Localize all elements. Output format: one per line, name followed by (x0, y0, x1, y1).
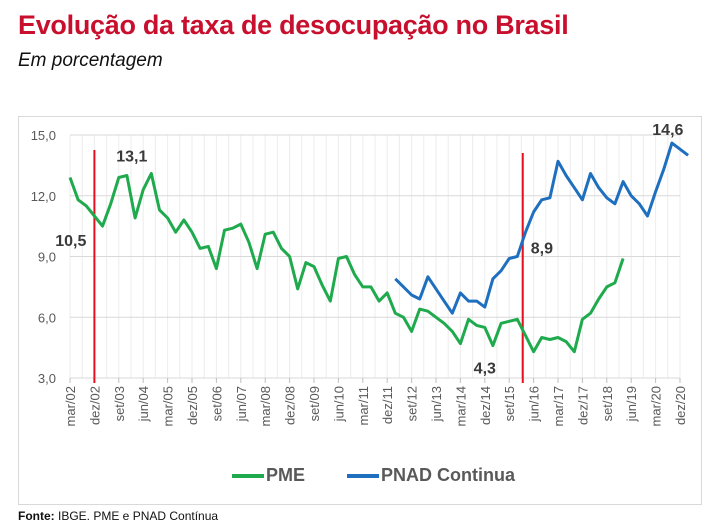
x-tick-label: mar/17 (551, 386, 566, 426)
x-tick-label: dez/14 (478, 386, 493, 425)
x-tick-label: dez/02 (87, 386, 102, 425)
data-label: 10,5 (55, 233, 86, 250)
x-tick-label: mar/14 (453, 386, 468, 426)
x-tick-label: jun/07 (234, 386, 249, 422)
chart-title: Evolução da taxa de desocupação no Brasi… (18, 10, 569, 40)
x-tick-label: dez/05 (185, 386, 200, 425)
x-tick-label: dez/08 (283, 386, 298, 425)
y-tick-label: 9,0 (38, 250, 56, 265)
x-tick-label: mar/02 (63, 386, 78, 426)
x-tick-label: jun/13 (429, 386, 444, 422)
legend-swatch-pme (232, 473, 264, 478)
x-tick-label: set/15 (502, 386, 517, 421)
y-tick-label: 15,0 (31, 128, 56, 143)
x-tick-label: mar/20 (649, 386, 664, 426)
x-tick-label: jun/19 (624, 386, 639, 422)
x-tick-label: dez/17 (575, 386, 590, 425)
x-tick-label: mar/11 (356, 386, 371, 426)
y-tick-label: 12,0 (31, 189, 56, 204)
x-tick-label: dez/20 (673, 386, 688, 425)
source-label: Fonte: (18, 509, 55, 523)
source-text: IBGE. PME e PNAD Contínua (58, 509, 219, 523)
legend-label-pme: PME (266, 465, 306, 485)
legend-item-pnad[interactable]: PNAD Continua (347, 465, 515, 486)
data-label: 14,6 (652, 122, 683, 139)
x-tick-label: set/12 (405, 386, 420, 421)
x-tick-label: mar/08 (258, 386, 273, 426)
x-tick-label: set/06 (209, 386, 224, 421)
legend-swatch-pnad (347, 473, 379, 478)
legend-item-pme[interactable]: PME (232, 465, 305, 486)
chart-frame (18, 116, 702, 505)
y-tick-label: 6,0 (38, 310, 56, 325)
data-label: 4,3 (474, 361, 496, 378)
x-tick-label: mar/05 (161, 386, 176, 426)
x-tick-label: jun/16 (527, 386, 542, 422)
source-note: Fonte: IBGE. PME e PNAD Contínua (18, 509, 218, 523)
x-tick-label: set/03 (112, 386, 127, 421)
series-line-pnad (394, 141, 690, 315)
legend-label-pnad: PNAD Continua (381, 465, 515, 485)
x-tick-label: set/18 (600, 386, 615, 421)
x-tick-label: set/09 (307, 386, 322, 421)
y-tick-label: 3,0 (38, 371, 56, 386)
x-tick-label: dez/11 (380, 386, 395, 424)
data-label: 8,9 (531, 241, 553, 258)
chart-subtitle: Em porcentagem (18, 50, 163, 71)
series-line-pme (68, 172, 625, 354)
x-tick-label: jun/10 (331, 386, 346, 422)
data-label: 13,1 (116, 148, 147, 165)
legend: PME PNAD Continua (0, 465, 725, 489)
x-tick-label: jun/04 (136, 386, 151, 422)
